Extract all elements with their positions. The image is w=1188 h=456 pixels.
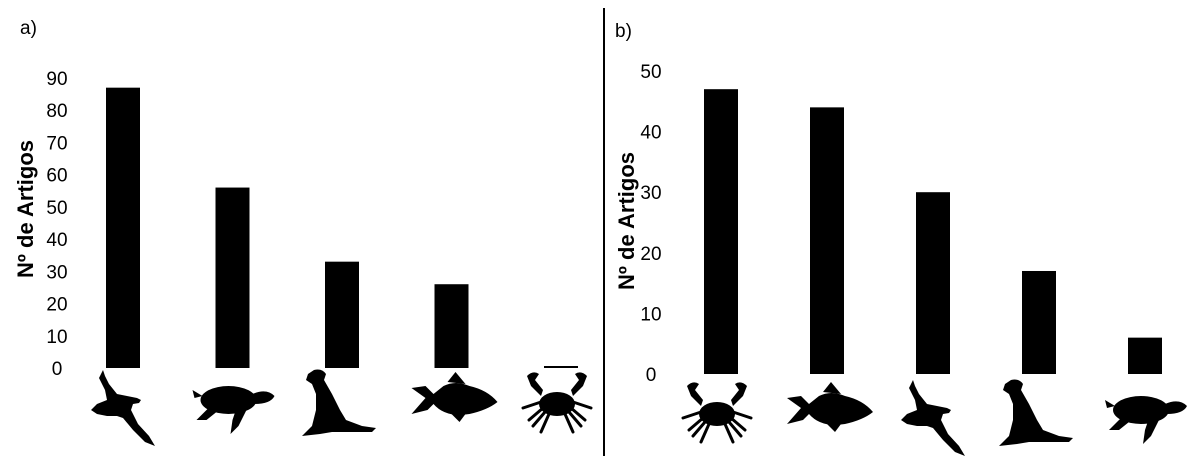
panel-a-y-tick-label: 30 [46, 262, 67, 283]
crab-icon [521, 372, 593, 434]
panel-b-bar [1128, 337, 1162, 374]
bird-icon [91, 370, 155, 446]
fish-icon [411, 372, 498, 422]
panel-b-bar [810, 107, 844, 375]
panel-a-bar [434, 284, 469, 368]
panel-a-y-tick-label: 40 [46, 230, 67, 251]
panel-b-bar [1022, 270, 1056, 374]
panel-a-bar [325, 261, 359, 368]
panel-b-y-tick-label: 50 [640, 62, 661, 83]
panel-a-y-ticks: 0 10 20 30 40 50 60 70 80 90 [46, 69, 67, 380]
panel-a-y-tick-label: 0 [52, 359, 63, 380]
panel-a-y-tick-label: 20 [46, 295, 67, 316]
sea-lion-icon [302, 369, 376, 436]
panel-b-chart: b) Nº de Artigos 0 10 20 30 40 50 [614, 21, 1187, 456]
panel-a-bar [106, 87, 140, 369]
panel-b-y-tick-label: 40 [640, 123, 661, 144]
panel-b-letter: b) [615, 21, 632, 42]
panel-a-bar [215, 187, 250, 368]
panel-b-x-icons [681, 379, 1187, 456]
panel-a-y-tick-label: 80 [46, 101, 67, 122]
panel-b-bars [704, 89, 1162, 375]
panel-a-y-tick-label: 90 [46, 69, 67, 90]
panel-a-x-icons [91, 369, 593, 446]
panel-a-bars [106, 87, 578, 369]
panel-b-y-tick-label: 20 [640, 244, 661, 265]
panel-a-y-tick-label: 50 [46, 198, 67, 219]
panel-b-y-tick-label: 10 [640, 304, 661, 325]
panel-b-bar [704, 89, 738, 375]
panel-a-bar [544, 366, 578, 368]
panel-b-bar [916, 192, 950, 374]
bird-icon [901, 380, 965, 456]
sea-lion-icon [999, 379, 1073, 446]
panel-a-chart: a) Nº de Artigos 0 10 20 30 40 50 60 70 80 90 [13, 18, 593, 446]
panel-a-y-axis-label: Nº de Artigos [13, 140, 38, 278]
panel-a-y-tick-label: 10 [46, 327, 67, 348]
crab-icon [681, 382, 753, 444]
turtle-icon [1105, 396, 1187, 444]
panel-b-y-ticks: 0 10 20 30 40 50 [640, 62, 661, 386]
panel-b-y-tick-label: 30 [640, 183, 661, 204]
panel-a-letter: a) [20, 18, 37, 39]
panel-b-y-tick-label: 0 [646, 365, 657, 386]
fish-icon [787, 382, 873, 432]
panel-a-y-tick-label: 70 [46, 133, 67, 154]
panel-b-y-axis-label: Nº de Artigos [614, 152, 639, 290]
panel-a-y-tick-label: 60 [46, 166, 67, 187]
turtle-icon [192, 386, 275, 434]
